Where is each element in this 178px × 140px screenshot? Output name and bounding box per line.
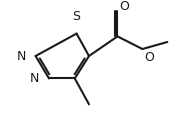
Text: N: N [30, 72, 39, 85]
Text: S: S [73, 10, 80, 23]
Text: O: O [120, 1, 130, 13]
Text: N: N [16, 50, 26, 62]
Text: O: O [145, 51, 155, 64]
